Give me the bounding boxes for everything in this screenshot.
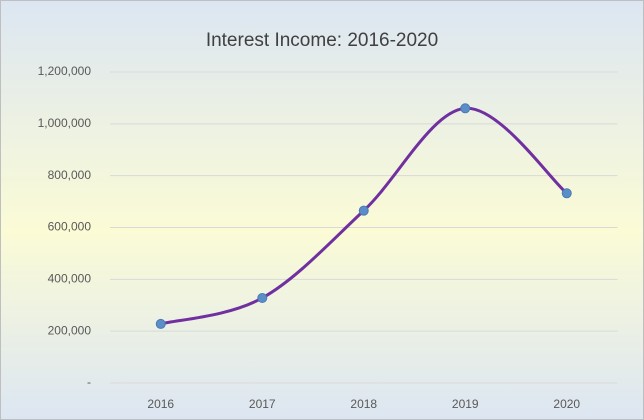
y-tick-label: 600,000 (48, 220, 92, 234)
x-tick-label: 2017 (249, 397, 276, 411)
y-tick-label: - (87, 375, 91, 389)
y-tick-label: 1,000,000 (38, 116, 92, 130)
marker (561, 188, 572, 199)
line (159, 106, 569, 326)
x-tick-label: 2016 (147, 397, 174, 411)
x-tick-label: 2018 (350, 397, 377, 411)
y-tick-label: 800,000 (48, 168, 92, 182)
y-tick-label: 200,000 (48, 323, 92, 337)
marker (155, 318, 166, 329)
marker (460, 103, 471, 114)
y-tick-label: 400,000 (48, 272, 92, 286)
y-tick-label: 1,200,000 (38, 64, 92, 78)
x-tick-label: 2020 (553, 397, 580, 411)
marker (257, 292, 268, 303)
chart-title: Interest Income: 2016-2020 (206, 30, 438, 51)
x-tick-label: 2019 (452, 397, 479, 411)
marker (358, 205, 369, 216)
